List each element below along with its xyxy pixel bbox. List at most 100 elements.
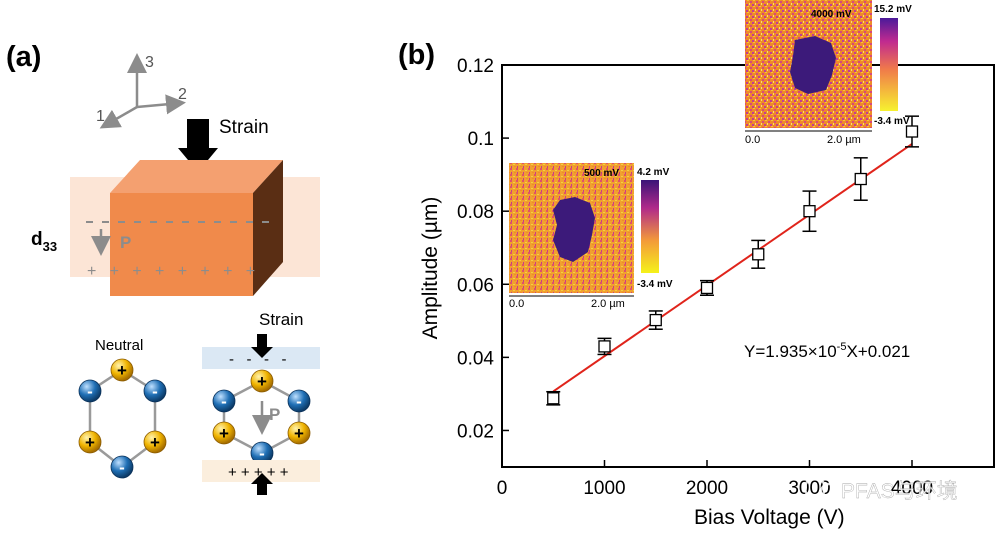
anion-icon: -	[110, 455, 134, 479]
data-point	[597, 337, 612, 356]
svg-text:-: -	[259, 444, 265, 463]
anion-icon: -	[287, 389, 311, 413]
inset-4000mv-cbar-min: -3.4 mV	[874, 116, 910, 127]
watermark-text: PFAS与环境	[841, 480, 958, 503]
top-charge-band	[202, 347, 320, 369]
cation-icon: +	[250, 369, 274, 393]
panel-b: (b) 0.020.040.060.080.10.12 0 1000 2000 300…	[398, 0, 995, 529]
neutral-label: Neutral	[95, 337, 143, 354]
point-marker	[905, 125, 919, 138]
svg-text:+: +	[85, 433, 95, 452]
inset-4000mv-x1: 2.0 µm	[827, 134, 861, 146]
y-tick-label: 0.08	[457, 202, 494, 223]
strain-label-bottom: Strain	[259, 310, 303, 329]
point-marker	[598, 340, 611, 353]
inset-500mv-colorbar	[641, 180, 659, 273]
point-marker	[547, 392, 560, 405]
data-point	[751, 239, 766, 269]
block-side-face	[253, 160, 283, 296]
svg-text:+: +	[117, 361, 127, 380]
inset-500mv: 500 mV 4.2 mV -3.4 mV 0.0 2.0 µm	[509, 163, 673, 310]
svg-text:-: -	[119, 458, 125, 477]
anion-icon: -	[143, 379, 167, 403]
svg-text:+: +	[219, 424, 229, 443]
strain-down-arrow-icon	[251, 334, 273, 358]
block-top-face	[110, 160, 283, 193]
inset-4000mv-colorbar	[880, 18, 898, 111]
strain-up-arrow-icon	[251, 473, 273, 495]
watermark-chat-icon	[803, 476, 827, 500]
svg-text:-: -	[152, 382, 158, 401]
point-marker	[700, 281, 714, 295]
strained-lattice: P + - + - + -	[212, 369, 311, 465]
anion-icon: -	[78, 379, 102, 403]
neutral-bonds	[88, 368, 157, 469]
panel-a: (a) 3 2 1 Strain + + + + + + + + P d33	[6, 41, 320, 495]
axis-2-arrow	[136, 94, 186, 115]
d33-label: d33	[31, 229, 57, 254]
cation-icon: +	[110, 358, 134, 382]
fit-equation: Y=1.935×10-5X+0.021	[744, 341, 910, 361]
data-point	[648, 310, 663, 330]
y-tick-label: 0.06	[457, 275, 494, 296]
data-point	[905, 115, 919, 148]
data-point	[853, 157, 868, 201]
anion-icon: -	[212, 389, 236, 413]
svg-text:-: -	[221, 392, 227, 411]
strain-arrow-icon	[178, 119, 218, 172]
inset-500mv-title: 500 mV	[584, 168, 619, 179]
plus-charge-row: + + + + + + + +	[87, 263, 255, 280]
y-tick-label: 0.02	[457, 421, 494, 442]
bottom-charge-band	[202, 460, 320, 482]
point-marker	[752, 248, 765, 261]
neutral-lattice: + - + - + -	[78, 358, 167, 479]
inset-4000mv-title: 4000 mV	[811, 9, 852, 20]
bottom-plus-row: + + + + +	[228, 464, 289, 481]
svg-text:+: +	[294, 424, 304, 443]
x-tick-label: 1000	[583, 478, 625, 499]
block-front-face	[110, 193, 253, 296]
svg-text:+: +	[257, 372, 267, 391]
strain-label-top: Strain	[219, 117, 269, 138]
inset-4000mv-domain	[790, 36, 836, 94]
x-tick-label: 2000	[686, 478, 728, 499]
inset-500mv-x0: 0.0	[509, 298, 524, 310]
inset-500mv-x1: 2.0 µm	[591, 298, 625, 310]
inset-4000mv-cbar-max: 15.2 mV	[874, 4, 912, 15]
top-minus-row: - - - -	[229, 351, 287, 368]
piezo-block: + + + + + + + + P	[70, 160, 320, 296]
inset-500mv-cbar-max: 4.2 mV	[637, 167, 670, 178]
inset-4000mv-x0: 0.0	[745, 134, 760, 146]
point-marker	[649, 313, 662, 327]
y-axis-ticks: 0.02 0.04 0.06 0.08 0.1 0.12	[457, 56, 509, 442]
svg-text:-: -	[87, 382, 93, 401]
panel-a-label: (a)	[6, 41, 41, 73]
data-point	[802, 190, 817, 233]
data-points	[546, 115, 919, 406]
y-tick-label: 0.12	[457, 56, 494, 77]
inset-500mv-cbar-min: -3.4 mV	[637, 279, 673, 290]
polarization-label: P	[120, 233, 131, 252]
coordinate-axes	[99, 53, 186, 129]
y-tick-label: 0.04	[457, 348, 494, 369]
axis-2-label: 2	[178, 86, 187, 103]
strained-polarization-label: P	[269, 405, 280, 424]
panel-b-label: (b)	[398, 39, 435, 71]
y-axis-title: Amplitude (µm)	[419, 197, 442, 340]
y-tick-label: 0.1	[468, 129, 494, 150]
inset-500mv-domain	[553, 197, 595, 262]
point-marker	[854, 172, 867, 186]
axis-1-arrow	[99, 105, 138, 129]
axis-1-label: 1	[96, 108, 105, 125]
x-tick-label: 4000	[891, 478, 933, 499]
axis-3-label: 3	[145, 54, 154, 71]
data-point	[546, 390, 561, 406]
svg-text:-: -	[296, 392, 302, 411]
fit-line	[552, 143, 913, 393]
cation-icon: +	[143, 430, 167, 454]
cation-icon: +	[287, 421, 311, 445]
inset-4000mv: 4000 mV 15.2 mV -3.4 mV 0.0 2.0 µm	[745, 0, 912, 146]
svg-text:+: +	[150, 433, 160, 452]
point-marker	[803, 205, 816, 218]
